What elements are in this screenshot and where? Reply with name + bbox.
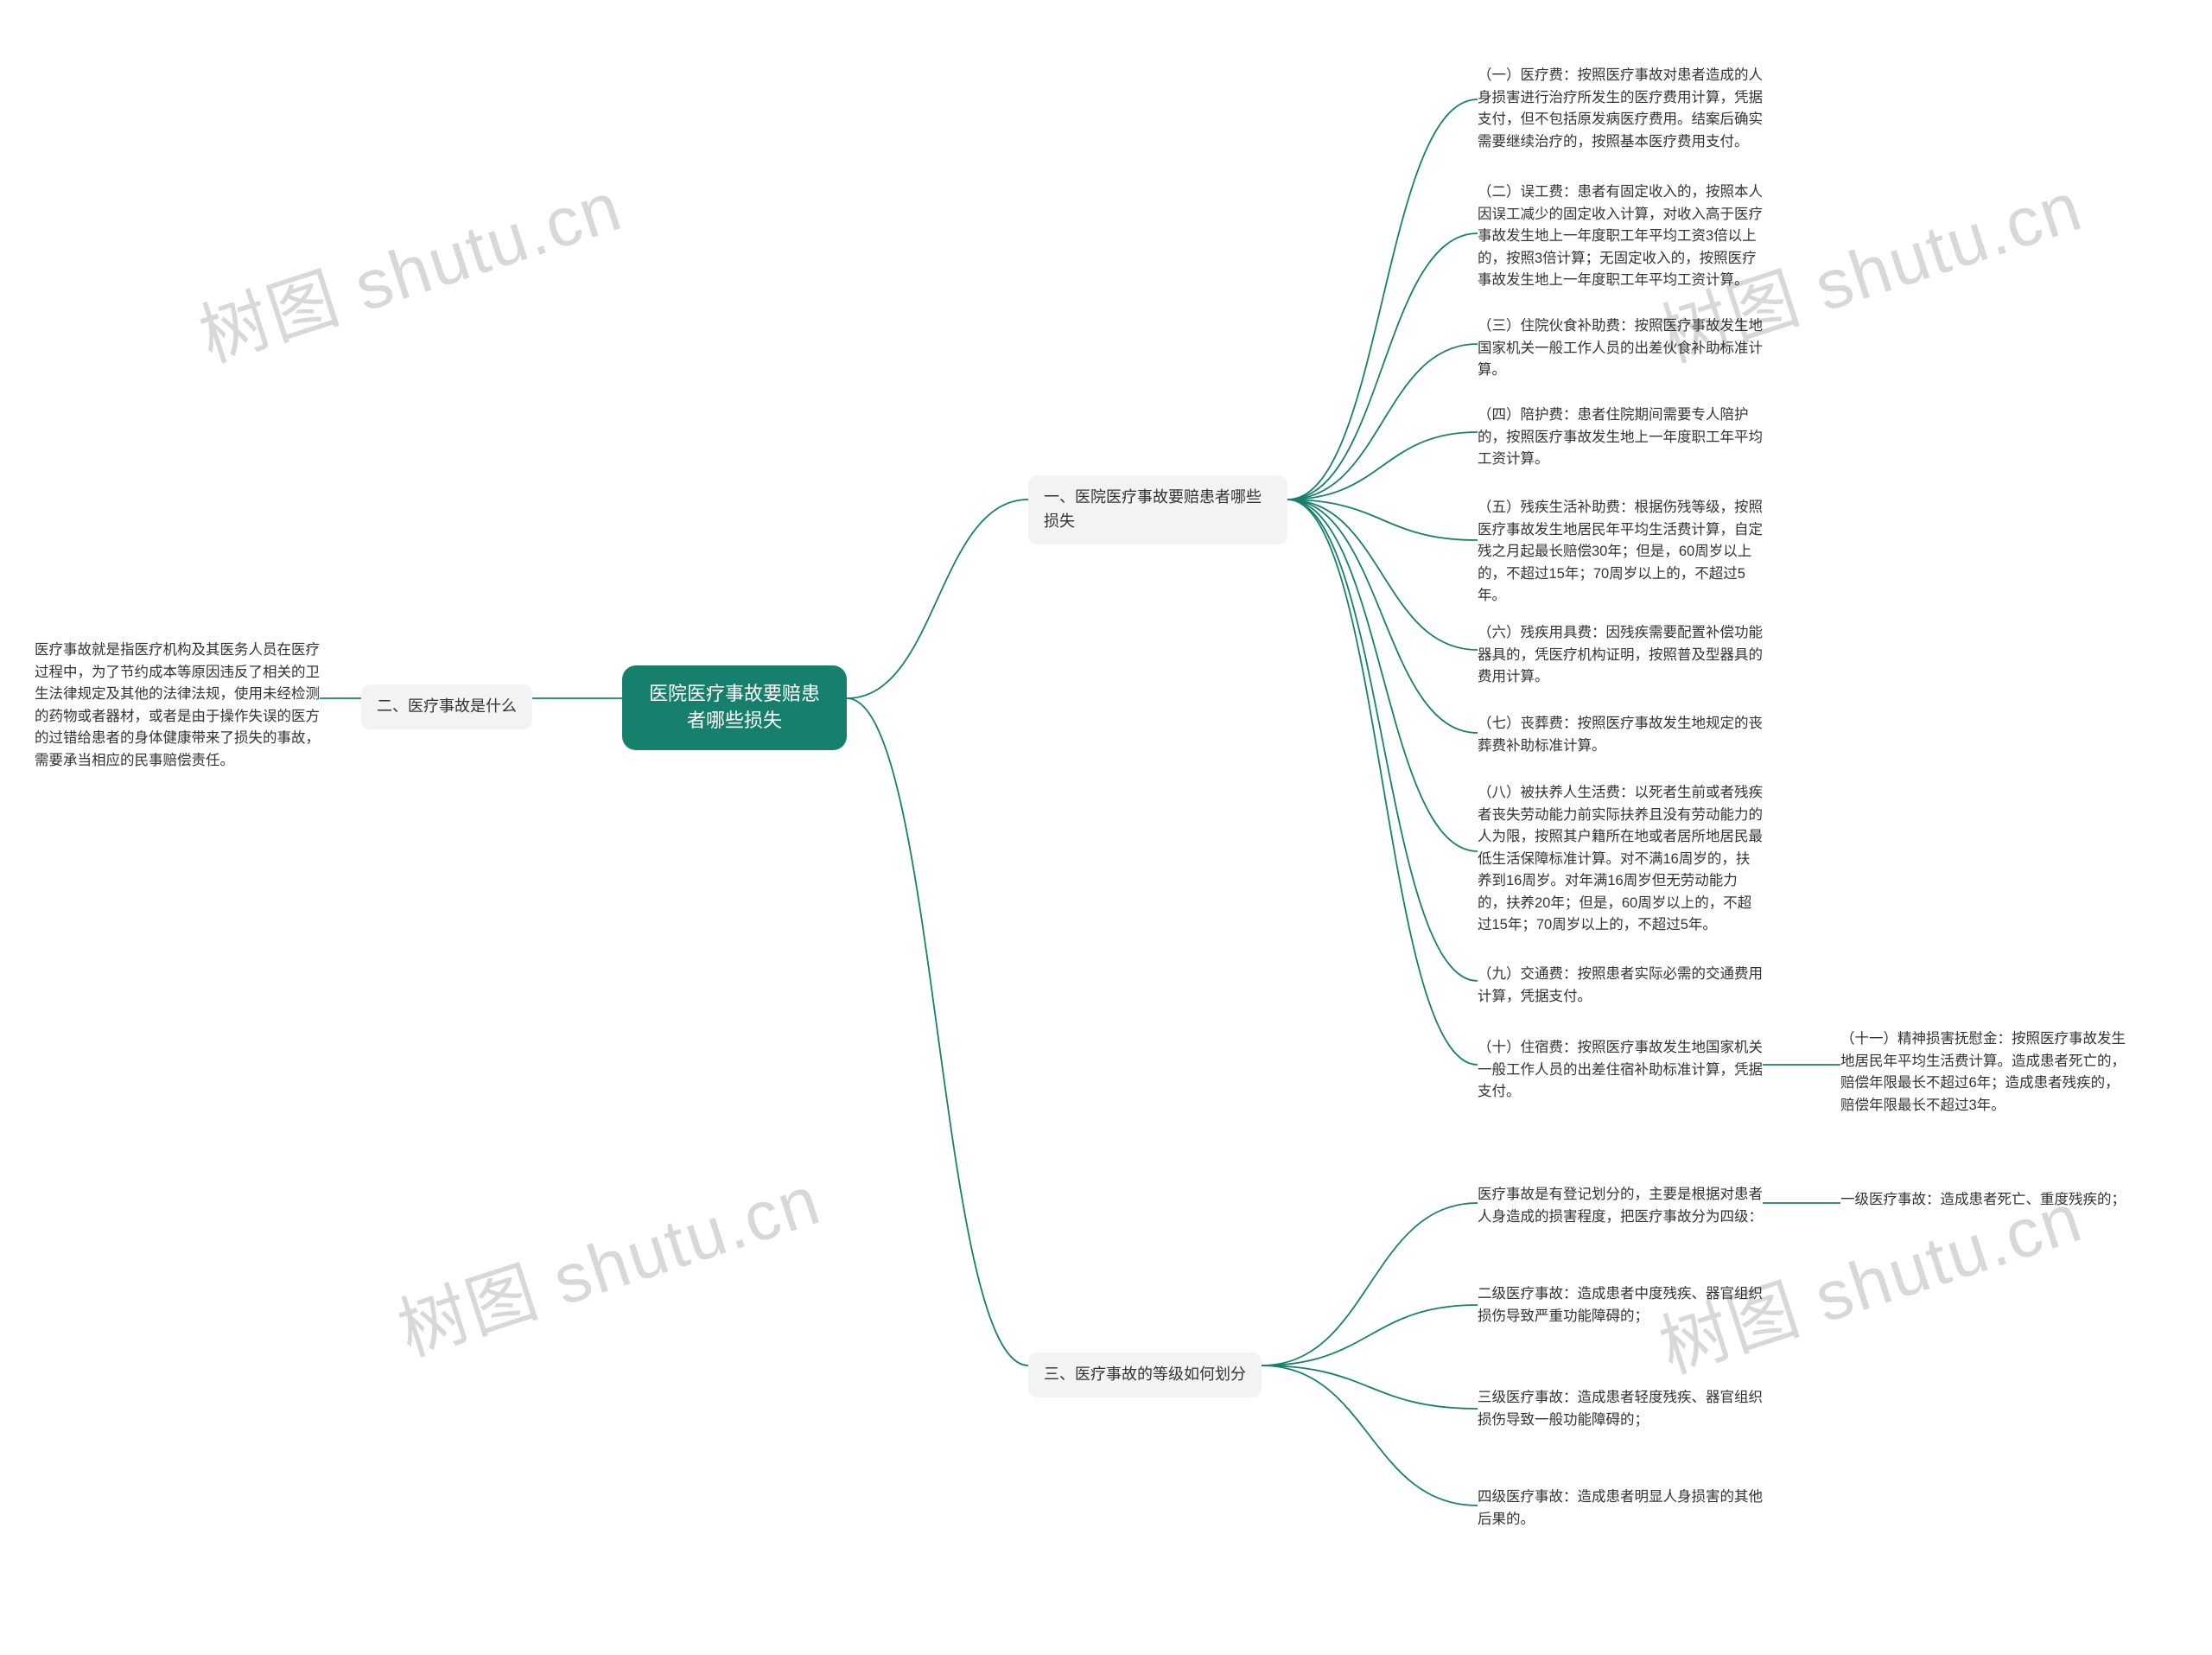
mindmap-node-b2_1: 医疗事故就是指医疗机构及其医务人员在医疗过程中，为了节约成本等原因违反了相关的卫…: [35, 640, 320, 772]
mindmap-node-b1_6: （六）残疾用具费：因残疾需要配置补偿功能器具的，凭医疗机构证明，按照普及型器具的…: [1478, 622, 1763, 689]
mindmap-node-b1_8: （八）被扶养人生活费：以死者生前或者残疾者丧失劳动能力前实际扶养且没有劳动能力的…: [1478, 782, 1763, 937]
connector: [1287, 233, 1478, 500]
connector: [1287, 500, 1478, 981]
connector: [1287, 500, 1478, 650]
mindmap-node-b3_1: 医疗事故是有登记划分的，主要是根据对患者人身造成的损害程度，把医疗事故分为四级：: [1478, 1184, 1763, 1228]
connector: [1287, 99, 1478, 500]
mindmap-node-b3_2: 二级医疗事故：造成患者中度残疾、器官组织损伤导致严重功能障碍的；: [1478, 1283, 1763, 1327]
connector: [1262, 1305, 1478, 1365]
mindmap-node-b1_2: （二）误工费：患者有固定收入的，按照本人因误工减少的固定收入计算，对收入高于医疗…: [1478, 181, 1763, 292]
mindmap-node-b1_10: （十）住宿费：按照医疗事故发生地国家机关一般工作人员的出差住宿补助标准计算，凭据…: [1478, 1037, 1763, 1104]
mindmap-node-b1_4: （四）陪护费：患者住院期间需要专人陪护的，按照医疗事故发生地上一年度职工年平均工…: [1478, 404, 1763, 471]
connector: [1287, 500, 1478, 733]
mindmap-node-b1_7: （七）丧葬费：按照医疗事故发生地规定的丧葬费补助标准计算。: [1478, 713, 1763, 757]
connector-layer: [0, 0, 2212, 1655]
mindmap-node-b1_5: （五）残疾生活补助费：根据伤残等级，按照医疗事故发生地居民年平均生活费计算，自定…: [1478, 497, 1763, 608]
mindmap-node-b2_label: 二、医疗事故是什么: [361, 684, 532, 729]
connector: [1262, 1365, 1478, 1409]
connector: [1262, 1203, 1478, 1365]
connector: [1287, 500, 1478, 1065]
mindmap-node-b3_4: 四级医疗事故：造成患者明显人身损害的其他后果的。: [1478, 1486, 1763, 1531]
mindmap-node-b1_10_1: （十一）精神损害抚慰金：按照医疗事故发生地居民年平均生活费计算。造成患者死亡的，…: [1840, 1028, 2126, 1117]
connector: [847, 500, 1028, 698]
mindmap-node-b1_3: （三）住院伙食补助费：按照医疗事故发生地国家机关一般工作人员的出差伙食补助标准计…: [1478, 315, 1763, 382]
mindmap-node-b3_label: 三、医疗事故的等级如何划分: [1028, 1353, 1262, 1397]
connector: [1287, 500, 1478, 851]
mindmap-node-b3_1_1: 一级医疗事故：造成患者死亡、重度残疾的；: [1840, 1189, 2143, 1212]
mindmap-node-b1_9: （九）交通费：按照患者实际必需的交通费用计算，凭据支付。: [1478, 964, 1763, 1008]
mindmap-node-root: 医院医疗事故要赔患者哪些损失: [622, 665, 847, 750]
mindmap-node-b1_1: （一）医疗费：按照医疗事故对患者造成的人身损害进行治疗所发生的医疗费用计算，凭据…: [1478, 65, 1763, 153]
mindmap-node-b3_3: 三级医疗事故：造成患者轻度残疾、器官组织损伤导致一般功能障碍的；: [1478, 1387, 1763, 1431]
connector: [847, 698, 1028, 1365]
mindmap-node-b1_label: 一、医院医疗事故要赔患者哪些损失: [1028, 475, 1287, 544]
